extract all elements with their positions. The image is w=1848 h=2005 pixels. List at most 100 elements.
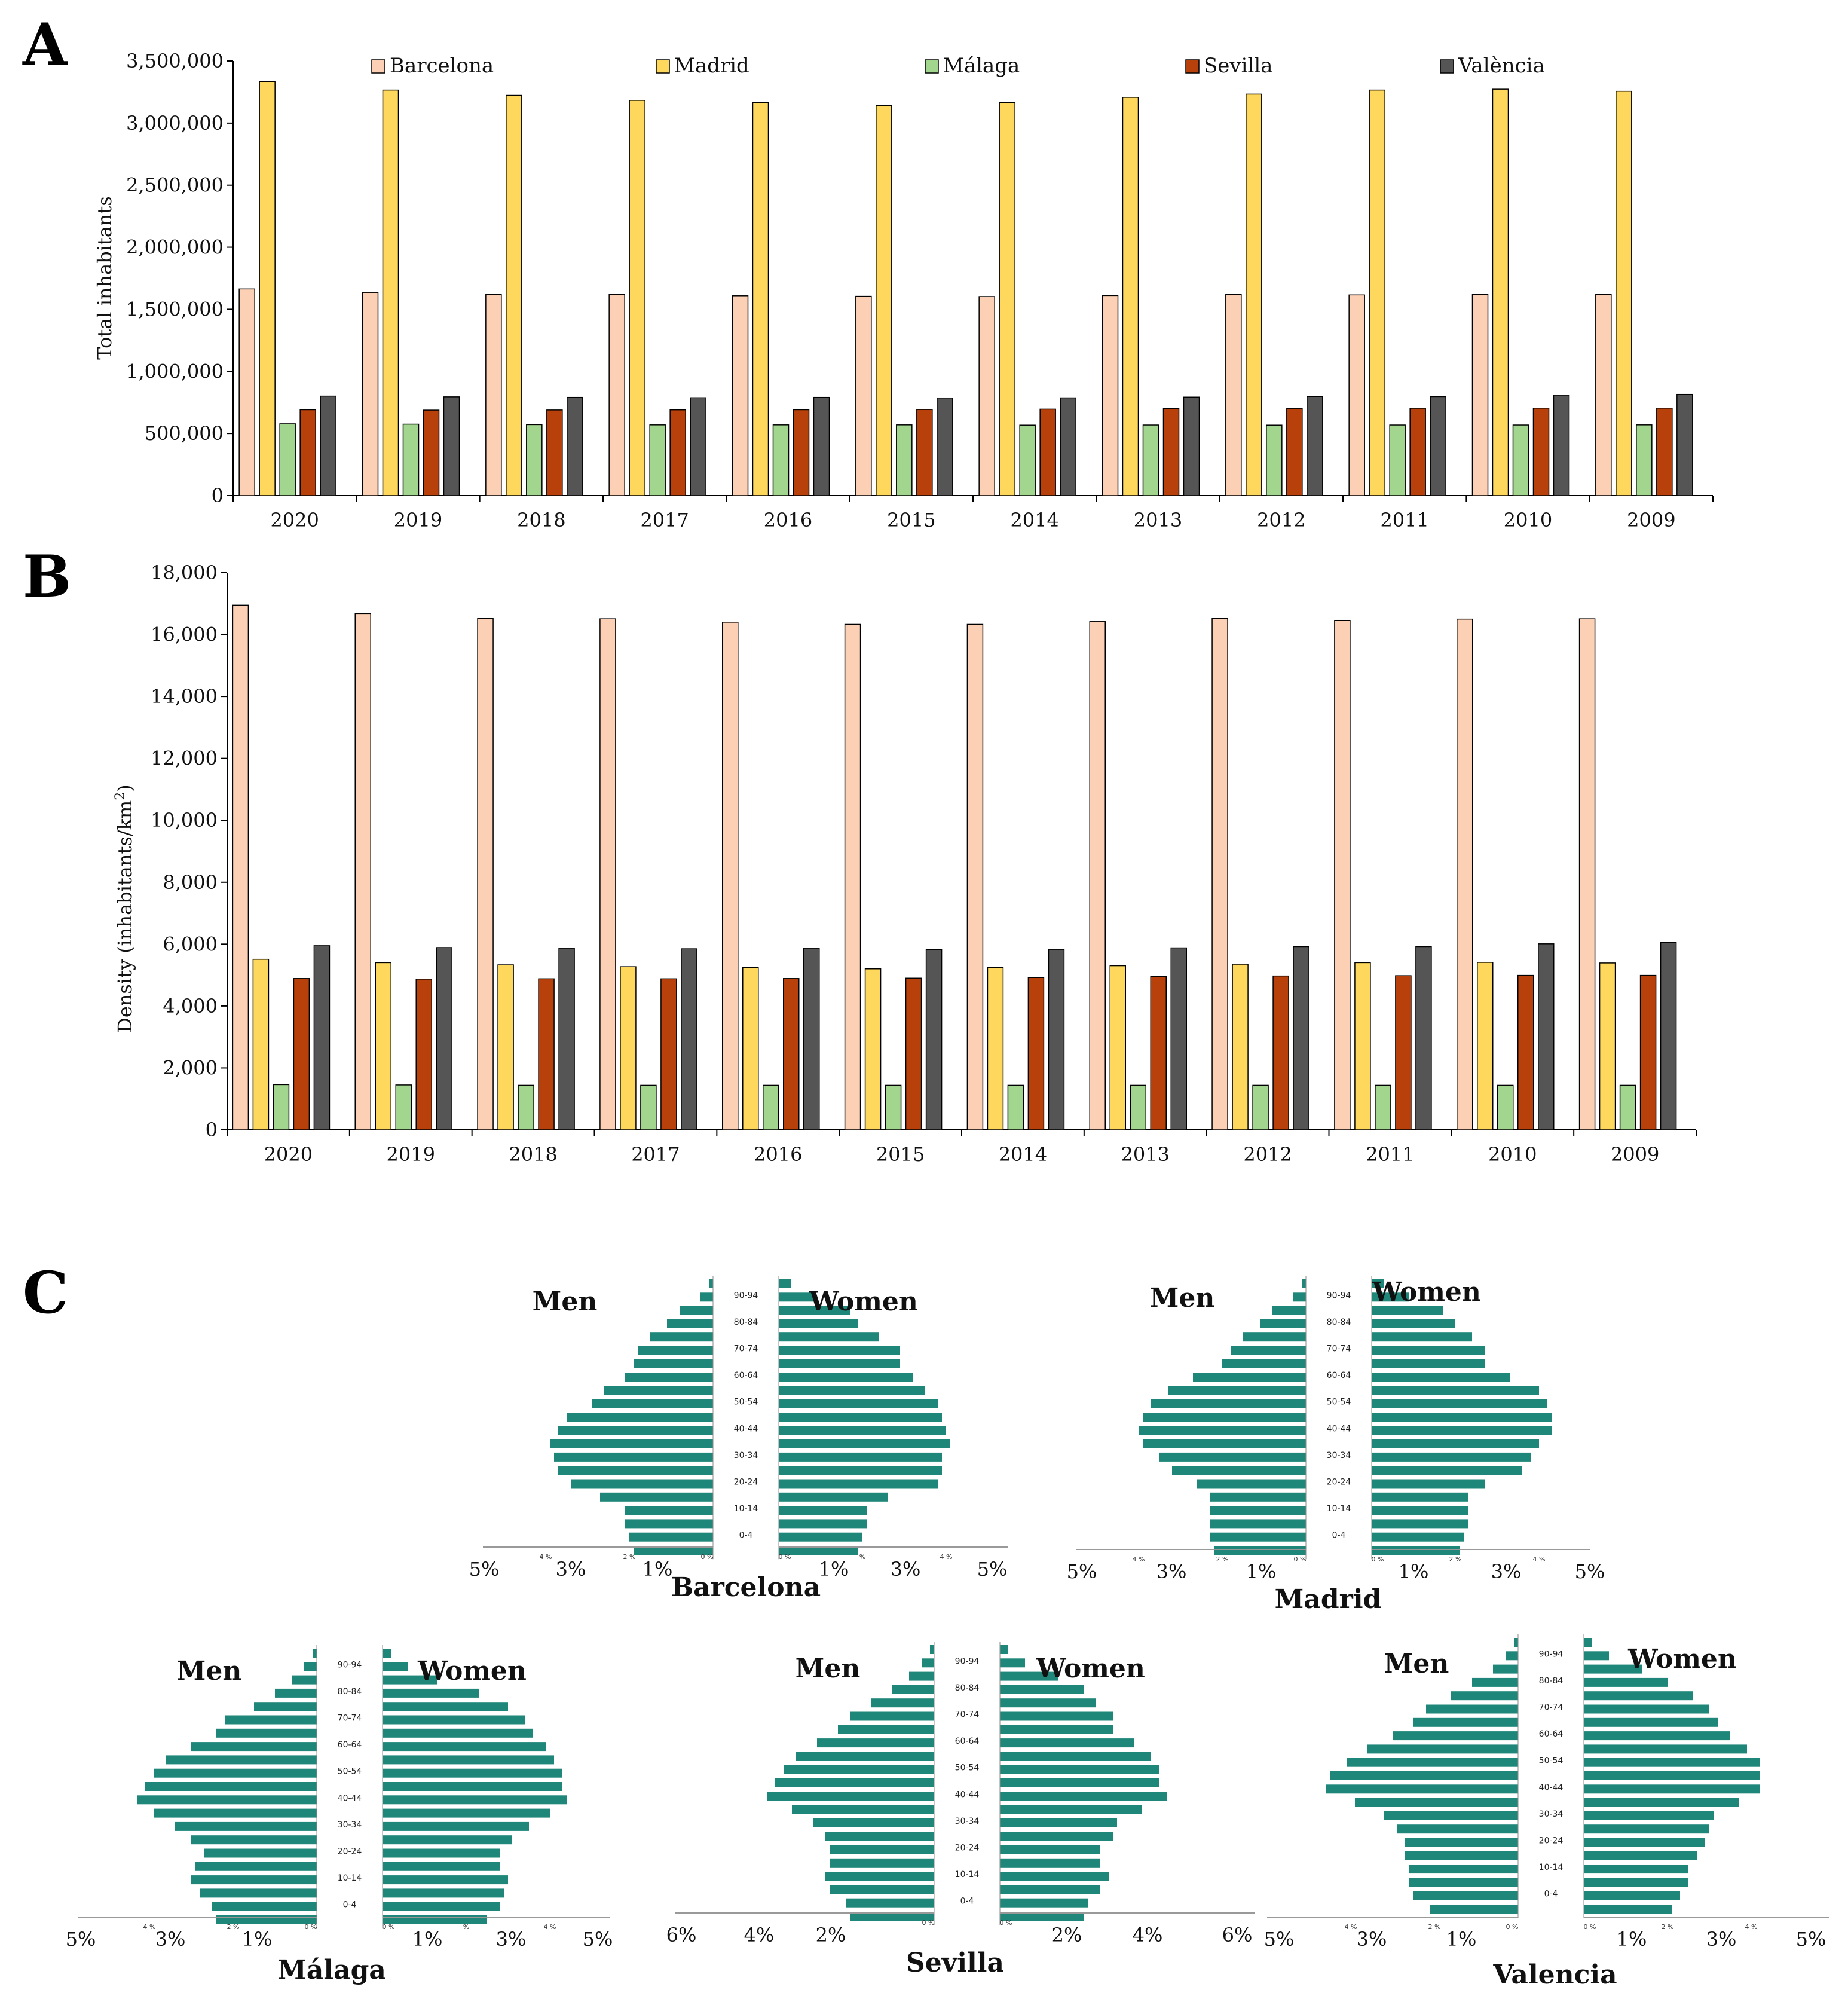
age-group-label: 80-84 (338, 1687, 362, 1697)
bar-sevilla-2009 (1656, 408, 1673, 496)
bar-madrid-2016 (752, 102, 769, 496)
bar-women (1000, 1685, 1084, 1694)
age-group-label: 80-84 (1327, 1318, 1351, 1327)
legend-swatch-sevilla (1185, 59, 1200, 74)
bar-women (1584, 1771, 1760, 1780)
x-tick-label: 2012 (1257, 509, 1305, 531)
bar-women (779, 1546, 858, 1555)
bar-malaga-2012 (1252, 1084, 1269, 1130)
age-group-label: 50-54 (1539, 1756, 1564, 1766)
age-group-label: 0-4 (343, 1900, 357, 1910)
minor-tick-label: % (463, 1923, 469, 1931)
bar-men (225, 1715, 317, 1725)
age-group-label: 20-24 (955, 1844, 980, 1853)
bar-malaga-2014 (1007, 1084, 1024, 1130)
age-group-label: 50-54 (734, 1398, 758, 1407)
x-tick-label: 2017 (631, 1143, 680, 1166)
bar-women (1584, 1905, 1672, 1914)
bar-madrid-2015 (864, 968, 882, 1130)
bar-women (1372, 1292, 1409, 1302)
bar-malaga-2016 (772, 424, 790, 496)
percent-tick-label: 1% (412, 1928, 443, 1951)
bar-men (1143, 1439, 1306, 1448)
bar-men (1210, 1506, 1306, 1515)
percent-tick-label: 5% (1067, 1560, 1097, 1583)
bar-women (779, 1399, 938, 1408)
bar-women (1584, 1691, 1693, 1701)
bar-barcelona-2011 (1334, 619, 1351, 1130)
bar-madrid-2009 (1599, 962, 1616, 1130)
bar-women (1000, 1658, 1025, 1668)
bar-men (909, 1671, 934, 1681)
bar-men (825, 1872, 934, 1881)
bar-women (1372, 1279, 1384, 1288)
city-label: Valencia (1492, 1960, 1617, 1990)
age-group-label: 40-44 (734, 1424, 758, 1434)
bar-women (1372, 1319, 1455, 1328)
bar-sevilla-2011 (1409, 408, 1426, 496)
bar-valencia-2016 (813, 396, 830, 496)
bar-madrid-2013 (1109, 965, 1126, 1130)
bar-women (1372, 1359, 1485, 1368)
bar-men (667, 1319, 713, 1328)
bar-men (1405, 1838, 1518, 1847)
age-group-label: 90-94 (734, 1291, 758, 1300)
x-tick-label: 2014 (1010, 509, 1058, 531)
bar-sevilla-2009 (1639, 974, 1657, 1130)
bar-valencia-2010 (1553, 395, 1570, 496)
bar-women (1372, 1426, 1552, 1435)
age-group-label: 40-44 (1327, 1424, 1351, 1434)
percent-tick-label: 5% (583, 1928, 613, 1951)
bar-barcelona-2020 (232, 604, 249, 1130)
bar-women (1000, 1858, 1100, 1868)
bar-barcelona-2014 (978, 296, 995, 496)
bar-women (779, 1426, 946, 1435)
bar-malaga-2017 (649, 424, 666, 496)
bar-sevilla-2011 (1395, 975, 1412, 1130)
percent-tick-label: 1% (1446, 1928, 1477, 1951)
bar-men (175, 1821, 317, 1831)
percent-tick-label: 2% (1052, 1924, 1082, 1946)
bar-men (1493, 1664, 1518, 1674)
bar-women (1584, 1851, 1697, 1860)
age-group-label: 20-24 (1539, 1836, 1564, 1846)
percent-tick-label: 3% (556, 1558, 586, 1581)
bar-women (1584, 1758, 1760, 1767)
bar-valencia-2019 (436, 947, 452, 1130)
minor-tick-label: 4 % (143, 1923, 156, 1931)
bar-women (1584, 1638, 1592, 1647)
y-tick-label: 4,000 (163, 995, 218, 1017)
age-group-label: 20-24 (1327, 1478, 1351, 1487)
bar-women (383, 1848, 500, 1858)
bar-sevilla-2017 (669, 409, 686, 496)
bar-men (680, 1306, 713, 1315)
minor-tick-label: 0 % (779, 1553, 791, 1561)
legend-label-sevilla: Sevilla (1204, 54, 1273, 78)
bar-barcelona-2009 (1595, 294, 1612, 496)
age-group-label: 10-14 (338, 1873, 362, 1883)
minor-tick-label: 2 % (623, 1553, 636, 1561)
percent-tick-label: 1% (1399, 1560, 1429, 1583)
age-group-label: 10-14 (1327, 1504, 1351, 1514)
age-group-label: 60-64 (955, 1737, 980, 1746)
bar-men (1210, 1532, 1306, 1542)
bar-sevilla-2018 (538, 978, 555, 1130)
percent-tick-label: 5% (66, 1928, 96, 1951)
age-group-label: 90-94 (955, 1656, 980, 1666)
bar-barcelona-2015 (844, 623, 861, 1130)
bar-women (1372, 1373, 1510, 1382)
age-group-label: 20-24 (338, 1847, 362, 1857)
legend-swatch-madrid (656, 59, 670, 74)
bar-women (1000, 1765, 1159, 1774)
pyramid-valencia: 90-94 80-84 70-74 60-64 50-54 40-44 30-34 20-24… (1264, 1634, 1829, 1990)
bar-barcelona-2013 (1089, 621, 1106, 1130)
bar-women (1372, 1479, 1485, 1489)
minor-tick-label: 0 % (701, 1553, 714, 1561)
bar-men (1405, 1851, 1518, 1860)
bar-barcelona-2016 (722, 622, 739, 1130)
bar-men (1413, 1717, 1518, 1727)
bar-valencia-2015 (925, 949, 943, 1130)
bar-men (775, 1778, 934, 1787)
bar-men (592, 1399, 713, 1408)
bar-men (212, 1902, 317, 1911)
